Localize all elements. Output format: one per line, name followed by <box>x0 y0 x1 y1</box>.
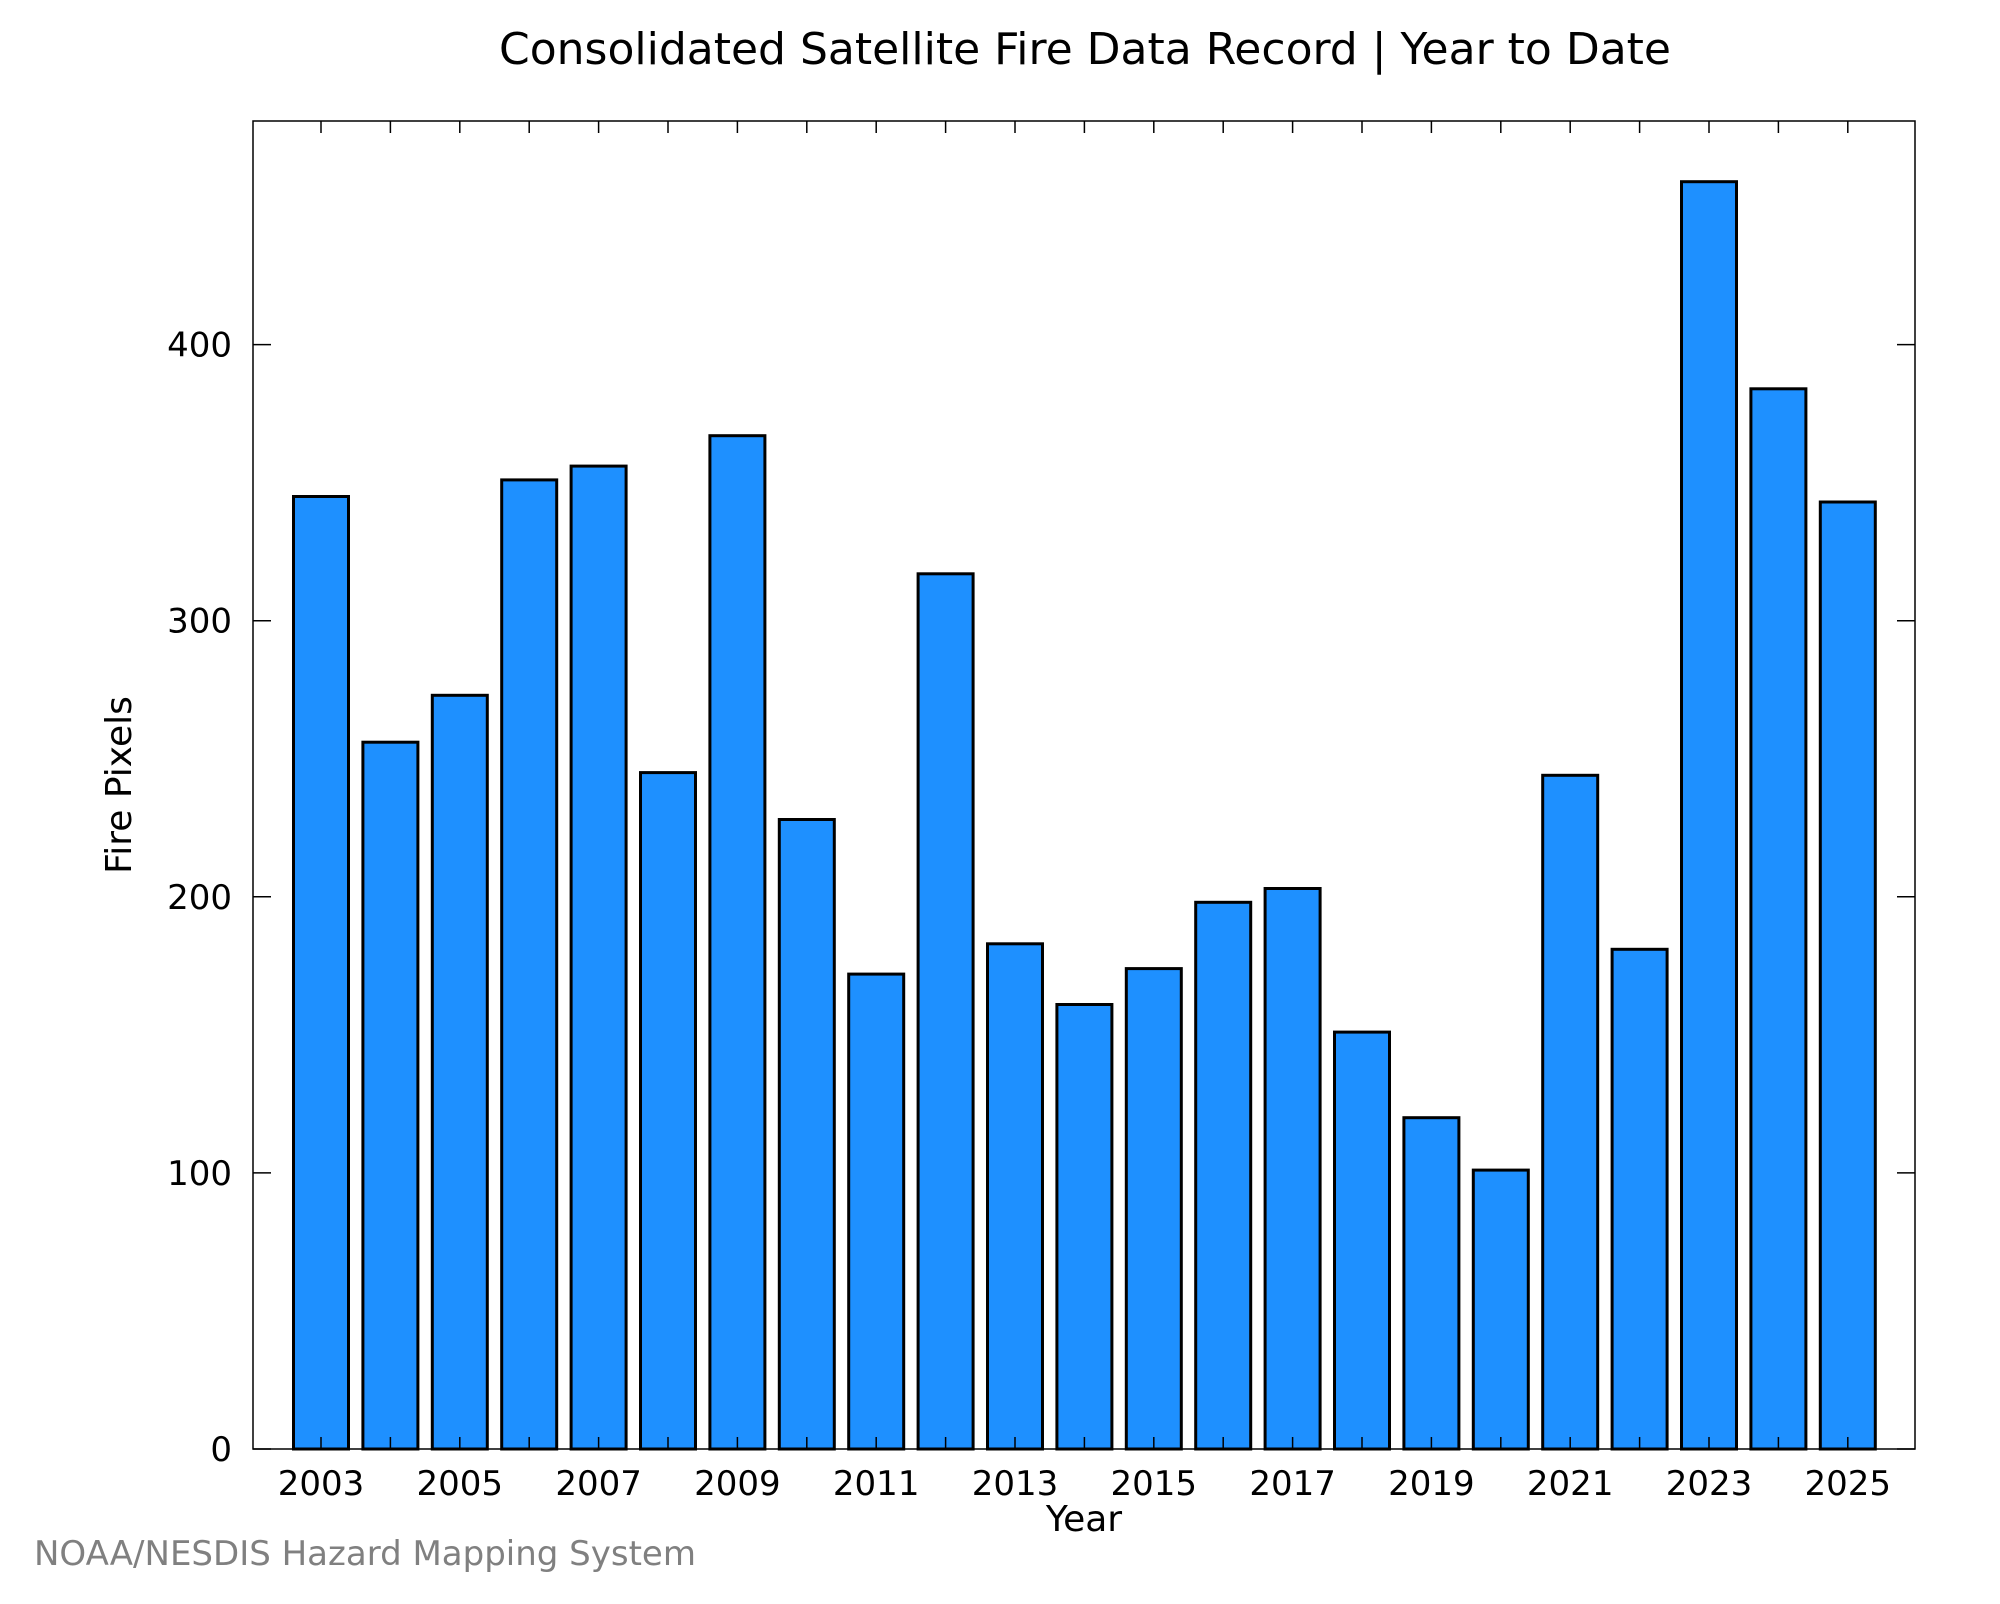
x-tick-label: 2015 <box>1111 1464 1198 1504</box>
x-tick-label: 2011 <box>833 1464 920 1504</box>
bar-2003 <box>292 495 350 1451</box>
bar-2010 <box>777 818 836 1451</box>
bar-2012 <box>916 572 975 1451</box>
chart-title: Consolidated Satellite Fire Data Record … <box>499 24 1671 75</box>
y-tick-label: 400 <box>167 326 232 366</box>
bar-2008 <box>639 771 697 1451</box>
x-tick-label: 2023 <box>1666 1464 1753 1504</box>
bar-2020 <box>1471 1168 1530 1451</box>
x-tick-labels: 2003 2005 2007 2009 2011 2013 2015 2017 2019 2021… <box>278 1464 1891 1504</box>
bar-2023 <box>1680 180 1738 1451</box>
y-tick-label: 200 <box>167 878 232 918</box>
x-tick-label: 2003 <box>278 1464 365 1504</box>
x-tick-label: 2021 <box>1527 1464 1614 1504</box>
y-axis-label: Fire Pixels <box>99 696 140 874</box>
bar-2005 <box>430 693 489 1451</box>
bar-2009 <box>708 434 767 1451</box>
x-tick-label: 2025 <box>1805 1464 1892 1504</box>
bar-2011 <box>847 972 906 1451</box>
ticks-group <box>253 121 1915 1450</box>
bar-2024 <box>1749 387 1808 1451</box>
bar-2014 <box>1055 1003 1114 1451</box>
y-tick-label: 300 <box>167 602 232 642</box>
bar-2015 <box>1124 967 1183 1451</box>
bar-2007 <box>569 464 628 1451</box>
y-tick-label: 0 <box>210 1430 232 1470</box>
bar-2004 <box>361 740 420 1451</box>
bar-2017 <box>1263 887 1322 1451</box>
bar-2025 <box>1818 500 1877 1451</box>
bar-2018 <box>1333 1030 1391 1451</box>
bar-2019 <box>1402 1116 1461 1451</box>
x-tick-label: 2009 <box>694 1464 781 1504</box>
x-tick-label: 2017 <box>1249 1464 1336 1504</box>
credit-text: NOAA/NESDIS Hazard Mapping System <box>34 1534 696 1574</box>
bar-2016 <box>1194 900 1253 1451</box>
bar-2013 <box>986 942 1044 1451</box>
y-tick-label: 100 <box>167 1154 232 1194</box>
bars-group <box>292 180 1877 1451</box>
y-tick-labels: 0 100 200 300 400 <box>167 326 232 1470</box>
x-tick-label: 2019 <box>1388 1464 1475 1504</box>
x-tick-label: 2005 <box>417 1464 504 1504</box>
x-axis-label: Year <box>1045 1499 1122 1540</box>
bar-2022 <box>1610 947 1669 1451</box>
bar-2006 <box>500 478 559 1451</box>
x-tick-label: 2007 <box>555 1464 642 1504</box>
bar-2021 <box>1541 773 1600 1451</box>
x-tick-label: 2013 <box>972 1464 1059 1504</box>
